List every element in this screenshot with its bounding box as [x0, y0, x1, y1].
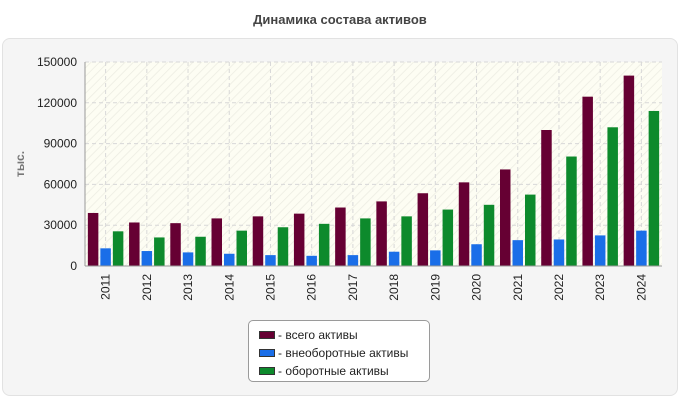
legend-item-total: - всего активы — [259, 326, 429, 344]
grid-lines — [85, 61, 662, 266]
x-tick-label: 2012 — [140, 274, 154, 301]
x-tick-label: 2019 — [428, 274, 442, 301]
x-tick-label: 2024 — [634, 274, 648, 301]
bar-noncurrent-2012 — [141, 251, 153, 266]
y-tick-label: 30000 — [44, 218, 78, 232]
bar-noncurrent-2021 — [512, 240, 523, 266]
x-tick-label: 2017 — [346, 274, 360, 301]
legend-swatch-current — [259, 367, 275, 375]
bar-current-2023 — [607, 127, 618, 266]
legend-item-noncurrent: - внеоборотные активы — [259, 344, 429, 362]
bar-noncurrent-2013 — [182, 252, 194, 266]
y-tick-label: 150000 — [37, 55, 77, 69]
chart-title: Динамика состава активов — [253, 12, 427, 27]
x-tick-label: 2013 — [181, 274, 195, 301]
axes — [84, 62, 662, 267]
bar-noncurrent-2011 — [100, 248, 111, 266]
x-tick-label: 2014 — [222, 274, 236, 301]
bar-current-2019 — [442, 209, 454, 266]
bar-noncurrent-2020 — [471, 244, 482, 266]
y-tick-label: 90000 — [44, 137, 78, 151]
y-tick-labels: 0 30000 60000 90000 120000 150000 — [37, 55, 77, 273]
bar-noncurrent-2019 — [430, 250, 441, 266]
bar-noncurrent-2015 — [265, 255, 276, 266]
bar-current-2024 — [648, 110, 660, 267]
bar-total-2018 — [376, 201, 387, 266]
x-tick-label: 2018 — [387, 274, 401, 301]
legend-item-current: - оборотные активы — [259, 362, 429, 380]
bar-total-2022 — [541, 130, 552, 266]
bar-current-2021 — [525, 194, 536, 266]
bar-total-2023 — [582, 96, 593, 267]
bar-current-2011 — [112, 231, 124, 266]
y-axis-label: тыс. — [13, 151, 27, 177]
bar-current-2017 — [360, 218, 371, 266]
legend-swatch-total — [259, 331, 275, 339]
y-tick-label: 0 — [70, 259, 77, 273]
bar-current-2014 — [236, 230, 247, 266]
x-tick-label: 2020 — [470, 274, 484, 301]
bar-noncurrent-2016 — [306, 255, 317, 266]
bar-total-2012 — [129, 222, 140, 266]
y-tick-label: 120000 — [37, 96, 77, 110]
bar-noncurrent-2024 — [636, 230, 647, 266]
bar-noncurrent-2014 — [224, 253, 235, 266]
legend-label-current: - оборотные активы — [278, 364, 389, 378]
bars — [87, 75, 660, 267]
bar-total-2016 — [293, 213, 305, 266]
bar-total-2014 — [211, 218, 222, 266]
bar-noncurrent-2022 — [553, 239, 565, 266]
bar-current-2012 — [154, 237, 165, 266]
bar-total-2021 — [500, 169, 511, 266]
bar-total-2020 — [458, 182, 470, 266]
x-tick-label: 2011 — [99, 274, 113, 300]
x-tick-labels: 2011 2012 2013 2014 2015 2016 2017 2018 2019 2020… — [99, 274, 649, 301]
y-tick-label: 60000 — [44, 177, 78, 191]
bar-noncurrent-2018 — [388, 251, 400, 266]
bar-current-2015 — [277, 227, 289, 266]
bar-noncurrent-2017 — [347, 255, 359, 266]
legend: - всего активы - внеоборотные активы - о… — [248, 320, 430, 382]
bar-total-2024 — [623, 75, 635, 266]
x-tick-label: 2016 — [305, 274, 319, 301]
legend-swatch-noncurrent — [259, 349, 275, 357]
bar-total-2011 — [87, 212, 99, 266]
x-tick-label: 2022 — [552, 274, 566, 301]
bar-total-2017 — [335, 207, 346, 266]
legend-label-noncurrent: - внеоборотные активы — [278, 346, 409, 360]
bar-current-2013 — [195, 236, 206, 266]
bar-noncurrent-2023 — [594, 235, 606, 266]
bar-current-2016 — [318, 223, 330, 266]
x-tick-label: 2015 — [263, 274, 277, 301]
bar-current-2022 — [566, 156, 577, 266]
x-tick-label: 2021 — [511, 274, 525, 301]
bar-total-2013 — [170, 223, 181, 266]
bar-current-2018 — [401, 216, 412, 266]
plot-area — [85, 62, 662, 266]
bar-current-2020 — [483, 204, 495, 266]
bar-total-2015 — [252, 216, 264, 266]
bar-total-2019 — [417, 193, 429, 266]
x-tick-label: 2023 — [593, 274, 607, 301]
legend-label-total: - всего активы — [278, 328, 358, 342]
